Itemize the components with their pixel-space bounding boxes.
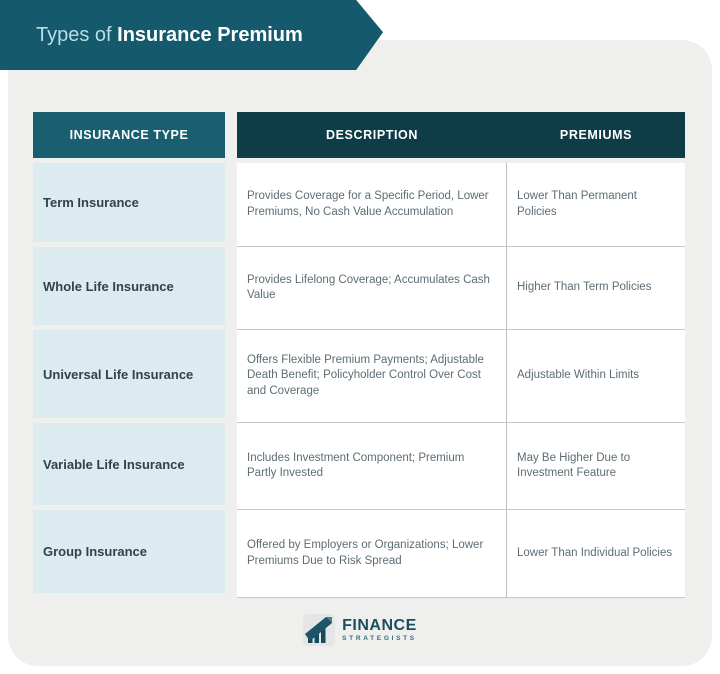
column-gap [225, 163, 237, 247]
table-row: Term Insurance Provides Coverage for a S… [33, 163, 685, 247]
table-header-dark-block: DESCRIPTION PREMIUMS [237, 112, 685, 158]
premiums-text: Higher Than Term Policies [517, 281, 652, 294]
page-title: Insurance Premium [117, 23, 303, 46]
description-cell: Provides Coverage for a Specific Period,… [237, 163, 507, 246]
description-text: Provides Coverage for a Specific Period,… [247, 190, 489, 218]
column-gap [225, 423, 237, 510]
premiums-text: Adjustable Within Limits [517, 369, 640, 382]
description-text: Provides Lifelong Coverage; Accumulates … [247, 273, 490, 301]
row-detail-cells: Provides Lifelong Coverage; Accumulates … [237, 247, 685, 330]
description-cell: Offers Flexible Premium Payments; Adjust… [237, 330, 507, 422]
column-gap [225, 330, 237, 423]
premiums-cell: May Be Higher Due to Investment Feature [507, 423, 685, 509]
description-text: Offered by Employers or Organizations; L… [247, 539, 484, 567]
description-text: Offers Flexible Premium Payments; Adjust… [247, 354, 484, 397]
premiums-cell: Adjustable Within Limits [507, 330, 685, 422]
footer-brand: FINANCE STRATEGISTS [0, 614, 720, 646]
column-gap [225, 510, 237, 598]
insurance-type-cell: Universal Life Insurance [33, 330, 225, 418]
table-row: Universal Life Insurance Offers Flexible… [33, 330, 685, 423]
table-header-row: INSURANCE TYPE DESCRIPTION PREMIUMS [33, 112, 685, 158]
premiums-text: Lower Than Permanent Policies [517, 190, 637, 218]
page-title-prefix: Types of [36, 23, 118, 46]
brand-name: FINANCE [342, 616, 417, 634]
insurance-type-cell: Term Insurance [33, 163, 225, 242]
table-row: Variable Life Insurance Includes Investm… [33, 423, 685, 510]
premiums-cell: Lower Than Individual Policies [507, 510, 685, 597]
description-text: Includes Investment Component; Premium P… [247, 451, 465, 479]
title-banner: Types of Insurance Premium [0, 0, 383, 70]
insurance-type-cell: Group Insurance [33, 510, 225, 593]
column-header-insurance-type: INSURANCE TYPE [33, 112, 225, 158]
brand-text: FINANCE STRATEGISTS [342, 616, 417, 643]
column-header-premiums: PREMIUMS [559, 128, 633, 142]
description-cell: Provides Lifelong Coverage; Accumulates … [237, 247, 507, 329]
premiums-text: Lower Than Individual Policies [517, 546, 673, 559]
table-row: Group Insurance Offered by Employers or … [33, 510, 685, 598]
row-detail-cells: Offers Flexible Premium Payments; Adjust… [237, 330, 685, 423]
row-detail-cells: Provides Coverage for a Specific Period,… [237, 163, 685, 247]
insurance-table: INSURANCE TYPE DESCRIPTION PREMIUMS Term… [33, 112, 685, 598]
table-body: Term Insurance Provides Coverage for a S… [33, 163, 685, 598]
insurance-type-cell: Whole Life Insurance [33, 247, 225, 325]
description-cell: Offered by Employers or Organizations; L… [237, 510, 507, 597]
row-detail-cells: Includes Investment Component; Premium P… [237, 423, 685, 510]
premiums-cell: Higher Than Term Policies [507, 247, 685, 329]
premiums-cell: Lower Than Permanent Policies [507, 163, 685, 246]
row-detail-cells: Offered by Employers or Organizations; L… [237, 510, 685, 598]
column-gap [225, 247, 237, 330]
brand-subname: STRATEGISTS [342, 634, 417, 642]
description-cell: Includes Investment Component; Premium P… [237, 423, 507, 509]
table-row: Whole Life Insurance Provides Lifelong C… [33, 247, 685, 330]
premiums-text: May Be Higher Due to Investment Feature [517, 451, 631, 479]
column-header-description: DESCRIPTION [325, 128, 419, 142]
column-gap [225, 112, 237, 158]
insurance-type-cell: Variable Life Insurance [33, 423, 225, 505]
finance-strategists-logo-icon [303, 614, 336, 646]
